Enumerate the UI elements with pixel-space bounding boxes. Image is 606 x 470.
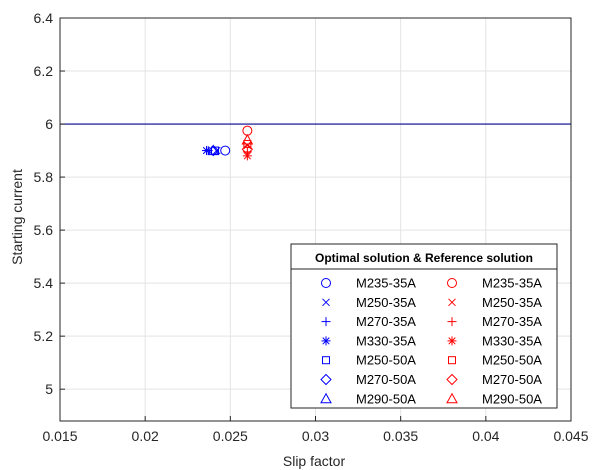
legend-label: M290-50A — [356, 391, 416, 406]
optimal-asterisk-point — [201, 146, 211, 156]
reference-diamond-point — [241, 143, 254, 155]
legend-label: M270-50A — [356, 372, 416, 387]
legend-marker-reference — [447, 317, 457, 327]
legend-marker-reference — [447, 278, 457, 288]
data-points — [201, 125, 254, 161]
legend-label: M270-35A — [482, 314, 542, 329]
y-tick-label: 5 — [45, 381, 53, 397]
legend-marker-reference — [446, 373, 458, 386]
y-tick-label: 6.2 — [34, 63, 54, 79]
y-ticks: 5 5.2 5.4 5.6 5.8 6 6.2 6.4 — [34, 10, 65, 397]
x-tick-label: 0.035 — [383, 428, 418, 444]
x-tick-label: 0.045 — [553, 428, 588, 444]
legend-marker-reference — [448, 356, 456, 365]
legend-label: M250-35A — [482, 295, 542, 310]
legend-marker-optimal — [321, 278, 331, 288]
legend-marker-reference — [446, 392, 458, 404]
optimal-triangle-point — [207, 144, 220, 156]
x-tick-label: 0.015 — [42, 428, 77, 444]
y-tick-label: 5.4 — [34, 275, 54, 291]
legend-label: M330-35A — [356, 333, 416, 348]
x-ticks: 0.015 0.02 0.025 0.03 0.035 0.04 0.045 — [42, 416, 589, 444]
x-tick-label: 0.03 — [302, 428, 329, 444]
legend-label: M250-50A — [482, 353, 542, 368]
legend-box — [290, 243, 558, 409]
legend-label: M250-35A — [356, 295, 416, 310]
reference-triangle-point — [241, 133, 254, 145]
legend-label: M270-35A — [356, 314, 416, 329]
y-axis-label: Starting current — [9, 169, 25, 265]
x-tick-label: 0.02 — [132, 428, 159, 444]
optimal-circle-point — [220, 145, 231, 156]
legend-marker-optimal — [322, 298, 330, 307]
legend-marker-optimal — [320, 373, 332, 386]
legend-marker-optimal — [320, 392, 332, 404]
legend-label: M290-50A — [482, 391, 542, 406]
x-axis-label: Slip factor — [283, 453, 346, 469]
optimal-diamond-point — [207, 144, 220, 157]
x-tick-label: 0.025 — [213, 428, 248, 444]
legend-title: Optimal solution & Reference solution — [315, 251, 533, 265]
legend-label: M250-50A — [356, 353, 416, 368]
legend-entries: M235-35A M250-35A M270-35A M330-35A M250-50A… — [320, 276, 542, 406]
legend-marker-optimal — [321, 336, 331, 346]
legend-label: M330-35A — [482, 333, 542, 348]
reference-asterisk-point — [242, 151, 252, 161]
y-tick-label: 5.2 — [34, 328, 54, 344]
legend-marker-optimal — [322, 356, 330, 365]
y-tick-label: 5.6 — [34, 222, 54, 238]
y-tick-label: 6 — [45, 116, 53, 132]
legend: Optimal solution & Reference solution M2… — [290, 243, 558, 409]
reference-circle-point — [242, 125, 253, 136]
legend-label: M235-35A — [482, 276, 542, 291]
legend-marker-reference — [447, 336, 457, 346]
y-tick-label: 5.8 — [34, 169, 54, 185]
y-tick-label: 6.4 — [34, 10, 54, 26]
legend-marker-optimal — [321, 317, 331, 327]
legend-label: M235-35A — [356, 276, 416, 291]
legend-marker-reference — [448, 298, 456, 307]
x-tick-label: 0.04 — [472, 428, 499, 444]
legend-label: M270-50A — [482, 372, 542, 387]
